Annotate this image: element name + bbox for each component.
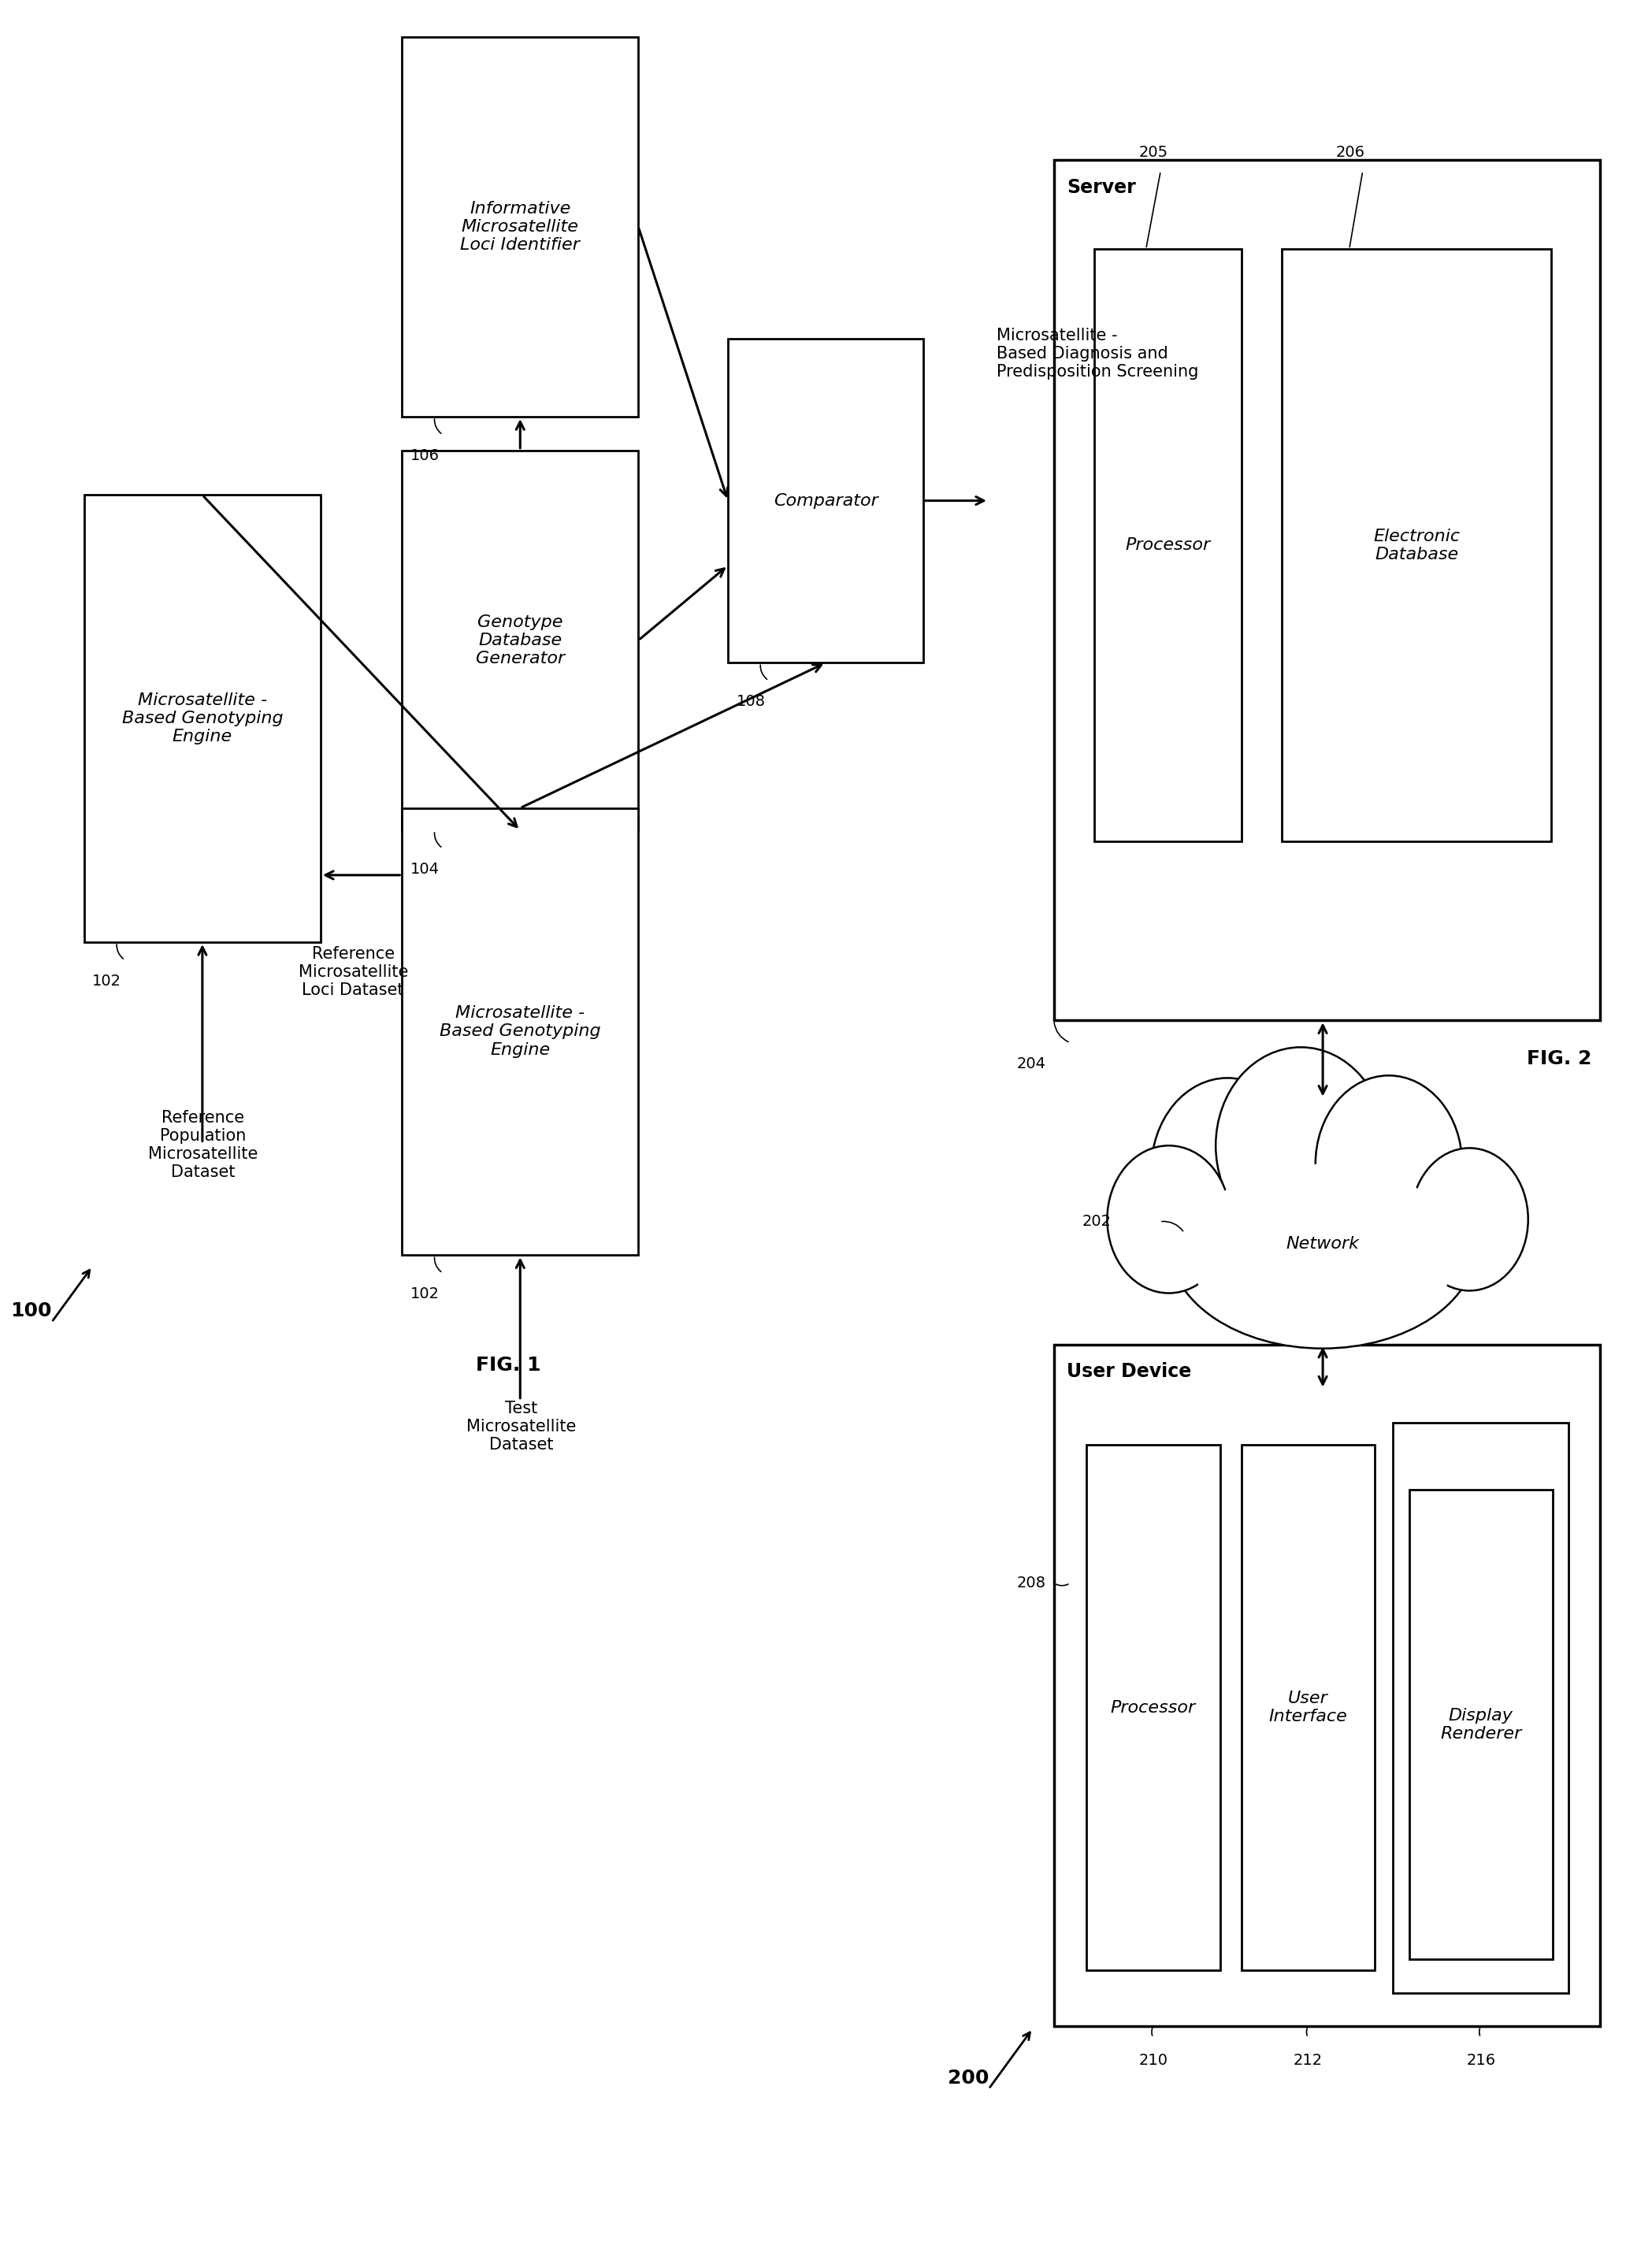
- Text: FIG. 2: FIG. 2: [1526, 1049, 1591, 1069]
- Bar: [84, 495, 320, 942]
- Bar: [1393, 1424, 1569, 1993]
- Text: Server: Server: [1067, 177, 1137, 197]
- Bar: [1054, 1345, 1599, 2027]
- Bar: [401, 807, 638, 1256]
- Text: Microsatellite -
Based Genotyping
Engine: Microsatellite - Based Genotyping Engine: [439, 1004, 601, 1058]
- Text: Microsatellite -
Based Genotyping
Engine: Microsatellite - Based Genotyping Engine: [122, 693, 282, 744]
- Text: Informative
Microsatellite
Loci Identifier: Informative Microsatellite Loci Identifi…: [461, 202, 580, 253]
- Bar: [1282, 249, 1551, 841]
- Ellipse shape: [1411, 1148, 1528, 1291]
- Text: 108: 108: [737, 695, 765, 708]
- Text: Network: Network: [1287, 1235, 1360, 1251]
- Text: Electronic
Database: Electronic Database: [1373, 529, 1460, 563]
- Text: Microsatellite -
Based Diagnosis and
Predisposition Screening: Microsatellite - Based Diagnosis and Pre…: [996, 327, 1199, 379]
- Text: Reference
Population
Microsatellite
Dataset: Reference Population Microsatellite Data…: [149, 1110, 258, 1179]
- Text: 216: 216: [1467, 2054, 1495, 2067]
- Text: 100: 100: [10, 1303, 51, 1321]
- Ellipse shape: [1168, 1139, 1477, 1347]
- Text: 210: 210: [1138, 2054, 1168, 2067]
- Text: 202: 202: [1082, 1215, 1110, 1229]
- Bar: [1095, 249, 1241, 841]
- Text: 204: 204: [1016, 1056, 1046, 1072]
- Bar: [1409, 1491, 1553, 1960]
- Text: FIG. 1: FIG. 1: [476, 1356, 540, 1374]
- Ellipse shape: [1107, 1146, 1231, 1294]
- Ellipse shape: [1216, 1047, 1386, 1244]
- Text: 106: 106: [410, 448, 439, 464]
- Bar: [729, 339, 923, 664]
- Text: 104: 104: [410, 861, 439, 877]
- Text: Test
Microsatellite
Dataset: Test Microsatellite Dataset: [466, 1401, 577, 1453]
- Text: 212: 212: [1294, 2054, 1323, 2067]
- Text: Processor: Processor: [1125, 538, 1211, 554]
- Bar: [1054, 159, 1599, 1020]
- Ellipse shape: [1151, 1078, 1303, 1262]
- Bar: [401, 36, 638, 417]
- Text: User
Interface: User Interface: [1269, 1690, 1348, 1724]
- Ellipse shape: [1315, 1076, 1462, 1253]
- Text: Processor: Processor: [1110, 1699, 1196, 1715]
- Text: 205: 205: [1138, 146, 1168, 159]
- Text: Reference
Microsatellite
Loci Dataset: Reference Microsatellite Loci Dataset: [299, 946, 408, 998]
- Text: Comparator: Comparator: [773, 493, 877, 509]
- Bar: [1087, 1446, 1221, 1971]
- Text: 102: 102: [410, 1287, 439, 1300]
- Text: Genotype
Database
Generator: Genotype Database Generator: [476, 614, 565, 666]
- Text: Display
Renderer: Display Renderer: [1441, 1708, 1521, 1742]
- Text: User Device: User Device: [1067, 1363, 1191, 1381]
- Text: 102: 102: [93, 973, 122, 989]
- Ellipse shape: [1188, 1164, 1459, 1336]
- Text: 206: 206: [1336, 146, 1365, 159]
- Text: 208: 208: [1016, 1576, 1046, 1590]
- Ellipse shape: [1198, 1231, 1447, 1330]
- Text: 200: 200: [948, 2069, 988, 2087]
- Bar: [1241, 1446, 1374, 1971]
- Bar: [401, 451, 638, 830]
